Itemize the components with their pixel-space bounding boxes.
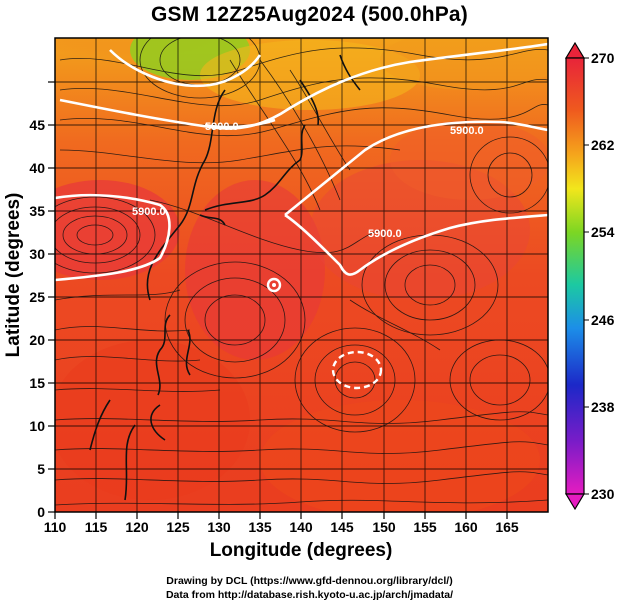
colorbar-tick-label: 230 xyxy=(591,486,615,502)
contour-label: 5900.0 xyxy=(205,121,239,133)
x-tick-label: 110 xyxy=(44,519,67,535)
y-tick-label: 25 xyxy=(29,289,45,305)
x-tick-label: 140 xyxy=(289,519,313,535)
x-tick-label: 115 xyxy=(85,519,108,535)
colorbar-tick-label: 246 xyxy=(591,312,615,328)
y-tick-label: 40 xyxy=(29,160,45,176)
colorbar-tick-label: 270 xyxy=(591,50,615,66)
colorbar-tick-label: 254 xyxy=(591,224,615,240)
x-tick-label: 120 xyxy=(125,519,149,535)
contour-label: 5900.0 xyxy=(132,206,166,218)
colorbar-top-arrow xyxy=(564,41,586,59)
x-axis-title: Longitude (degrees) xyxy=(210,540,393,561)
y-tick-label: 30 xyxy=(29,246,45,262)
y-tick-label: 5 xyxy=(37,461,45,477)
contour-label: 5900.0 xyxy=(368,228,402,240)
x-tick-label: 145 xyxy=(330,519,354,535)
y-tick-label: 20 xyxy=(29,332,45,348)
grid-lines xyxy=(55,38,548,512)
drawing-credit: Drawing by DCL (https://www.gfd-dennou.o… xyxy=(166,575,453,587)
map-title: GSM 12Z25Aug2024 (500.0hPa) xyxy=(150,3,469,26)
colorbar-scale xyxy=(565,57,585,495)
geopotential-contours xyxy=(55,42,548,282)
y-tick-label: 10 xyxy=(29,418,45,434)
y-tick-labels: 0 5 10 15 20 25 30 35 40 45 xyxy=(29,117,45,520)
y-tick-marks xyxy=(48,81,55,513)
y-axis-title: Latitude (degrees) xyxy=(3,193,24,358)
x-tick-label: 125 xyxy=(166,519,190,535)
y-tick-label: 45 xyxy=(29,117,45,133)
colorbar: 270 262 254 246 238 230 xyxy=(564,41,615,511)
y-tick-label: 15 xyxy=(29,375,45,391)
data-source-credit: Data from http://database.rish.kyoto-u.a… xyxy=(165,589,454,601)
x-tick-marks xyxy=(54,512,508,519)
wind-streamlines xyxy=(55,38,548,506)
map-plot-area: 5900.0 5900.0 5900.0 5900.0 xyxy=(55,38,548,512)
x-tick-labels: 110 115 120 125 130 135 140 145 150 155 … xyxy=(44,519,519,535)
colorbar-tick-label: 238 xyxy=(591,399,615,415)
x-tick-label: 135 xyxy=(248,519,272,535)
x-tick-label: 130 xyxy=(207,519,231,535)
low-contour xyxy=(331,350,383,390)
typhoon-marker xyxy=(266,277,282,293)
y-tick-label: 0 xyxy=(37,504,45,520)
x-tick-label: 160 xyxy=(454,519,478,535)
contour-label: 5900.0 xyxy=(450,125,484,137)
x-tick-label: 155 xyxy=(413,519,437,535)
colorbar-tick-label: 262 xyxy=(591,137,615,153)
colorbar-bottom-arrow xyxy=(564,493,586,511)
y-tick-label: 35 xyxy=(29,203,45,219)
x-tick-label: 150 xyxy=(372,519,396,535)
x-tick-label: 165 xyxy=(495,519,519,535)
